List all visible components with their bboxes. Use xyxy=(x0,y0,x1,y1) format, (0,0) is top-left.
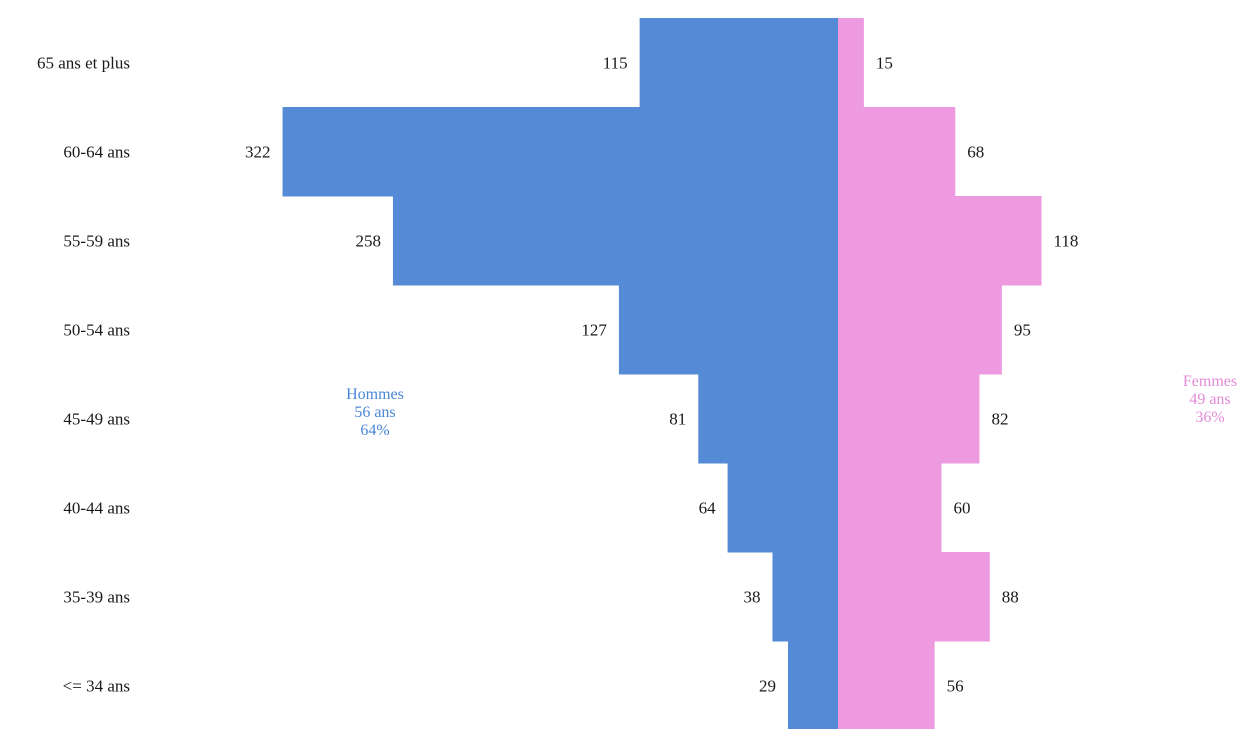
bar-hommes xyxy=(639,18,838,108)
bar-femmes xyxy=(838,374,980,464)
hommes-annotation-share: 64% xyxy=(360,422,390,439)
bar-femmes xyxy=(838,463,942,553)
bar-femmes xyxy=(838,285,1002,375)
hommes-annotation-name: Hommes xyxy=(346,386,404,403)
data-label-hommes: 29 xyxy=(759,677,776,696)
hommes-annotation-age: 56 ans xyxy=(354,404,396,421)
data-label-hommes: 64 xyxy=(699,499,717,518)
bar-hommes xyxy=(787,641,838,729)
data-label-hommes: 322 xyxy=(245,143,271,162)
category-label: 35-39 ans xyxy=(63,588,130,607)
femmes-annotation-name: Femmes xyxy=(1182,373,1238,390)
femmes-annotation: Femmes 49 ans 36% xyxy=(1160,373,1250,427)
data-label-femmes: 88 xyxy=(1002,588,1019,607)
data-label-hommes: 38 xyxy=(743,588,760,607)
data-label-femmes: 56 xyxy=(947,677,964,696)
femmes-annotation-share: 36% xyxy=(1195,409,1225,426)
category-label: <= 34 ans xyxy=(63,677,130,696)
data-label-hommes: 258 xyxy=(355,232,381,251)
data-label-femmes: 60 xyxy=(954,499,971,518)
data-label-hommes: 127 xyxy=(581,321,607,340)
data-label-femmes: 118 xyxy=(1054,232,1079,251)
category-label: 60-64 ans xyxy=(63,143,130,162)
bar-femmes xyxy=(838,107,956,197)
bar-hommes xyxy=(727,463,838,553)
data-label-femmes: 68 xyxy=(967,143,984,162)
femmes-annotation-age: 49 ans xyxy=(1189,391,1231,408)
hommes-annotation: Hommes 56 ans 64% xyxy=(320,386,430,440)
bar-hommes xyxy=(618,285,838,375)
category-label: 50-54 ans xyxy=(63,321,130,340)
bar-hommes xyxy=(698,374,838,464)
data-label-femmes: 95 xyxy=(1014,321,1031,340)
bar-femmes xyxy=(838,552,990,642)
category-label: 65 ans et plus xyxy=(37,54,130,73)
bar-hommes xyxy=(772,552,838,642)
bar-femmes xyxy=(838,196,1042,286)
data-label-femmes: 82 xyxy=(991,410,1008,429)
bar-femmes xyxy=(838,18,864,108)
bar-hommes xyxy=(392,196,838,286)
bar-hommes xyxy=(282,107,838,197)
category-label: 45-49 ans xyxy=(63,410,130,429)
category-label: 40-44 ans xyxy=(63,499,130,518)
data-label-femmes: 15 xyxy=(876,54,893,73)
category-label: 55-59 ans xyxy=(63,232,130,251)
data-label-hommes: 115 xyxy=(603,54,628,73)
data-label-hommes: 81 xyxy=(669,410,686,429)
bar-femmes xyxy=(838,641,935,729)
